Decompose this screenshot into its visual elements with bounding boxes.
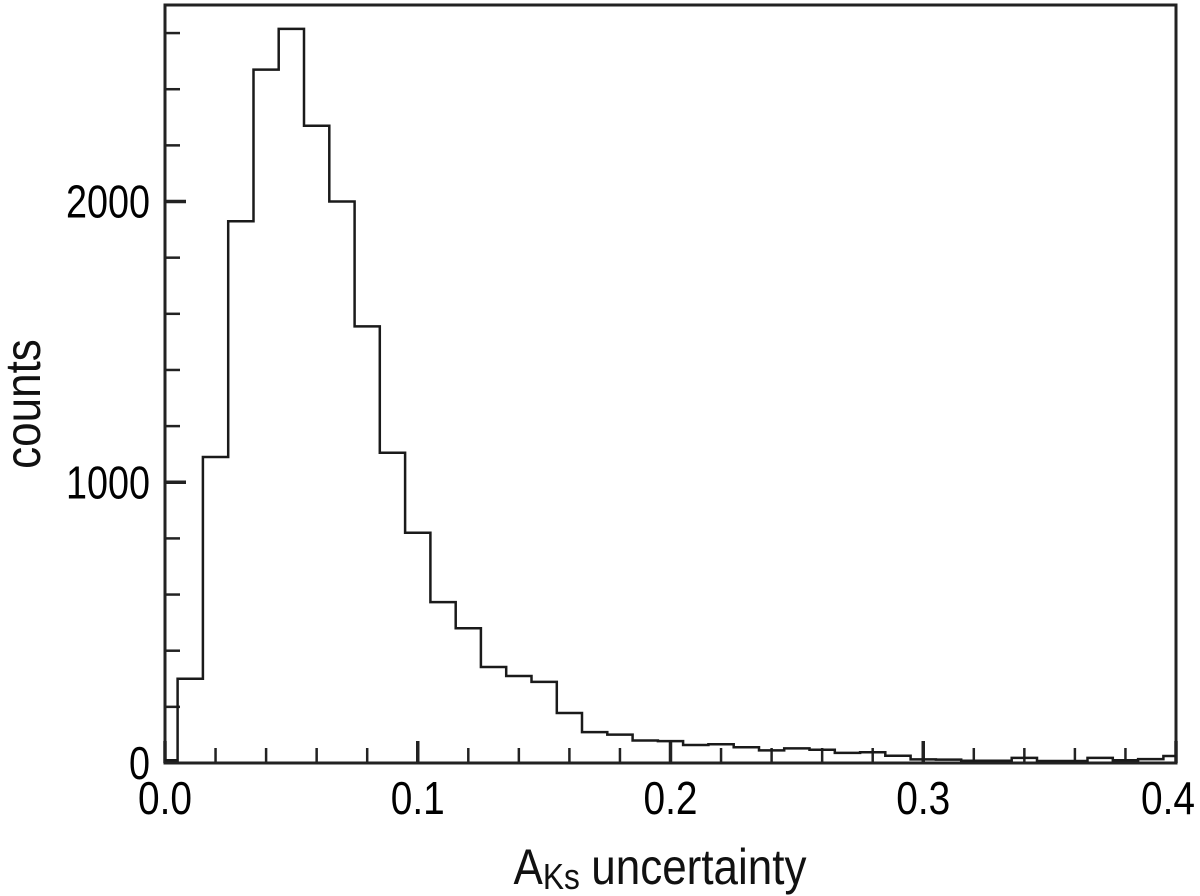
y-axis-title: counts — [0, 339, 51, 469]
x-axis-title-suffix: uncertainty — [591, 838, 807, 895]
x-axis-title-subscript: Ks — [542, 856, 580, 896]
plot-frame — [163, 3, 1178, 765]
y-axis-tick-label: 1000 — [66, 456, 150, 508]
x-axis-tick-label: 0.0 — [138, 772, 192, 824]
x-axis-tick-label: 0.3 — [896, 772, 950, 824]
x-axis-title-prefix: A — [513, 838, 543, 895]
x-axis-title: AKs uncertainty — [513, 838, 806, 896]
y-axis-tick-label: 0 — [129, 737, 150, 789]
x-axis-tick-label: 0.4 — [1141, 772, 1195, 824]
x-axis-tick-label: 0.2 — [644, 772, 698, 824]
histogram-outline — [165, 27, 1176, 763]
y-axis-tick-label: 2000 — [66, 176, 150, 228]
x-axis-tick-label: 0.1 — [391, 772, 445, 824]
